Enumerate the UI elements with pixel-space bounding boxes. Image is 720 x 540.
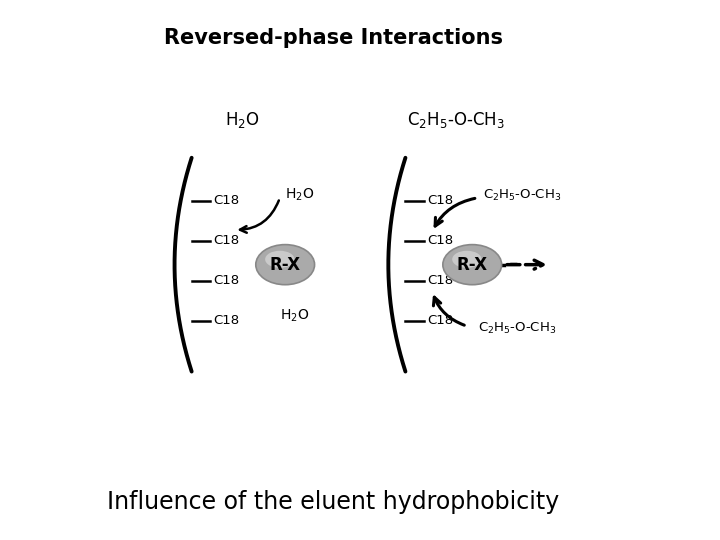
Text: C18: C18 xyxy=(427,314,453,327)
Ellipse shape xyxy=(256,245,315,285)
Text: R-X: R-X xyxy=(456,255,487,274)
Text: C18: C18 xyxy=(427,234,453,247)
Text: $\mathregular{C_2H_5}$-O-CH$\mathregular{_3}$: $\mathregular{C_2H_5}$-O-CH$\mathregular… xyxy=(407,110,505,130)
Text: C18: C18 xyxy=(213,274,239,287)
Text: $\mathregular{H_2O}$: $\mathregular{H_2O}$ xyxy=(285,187,315,204)
Text: $\mathregular{C_2H_5}$-O-CH$\mathregular{_3}$: $\mathregular{C_2H_5}$-O-CH$\mathregular… xyxy=(477,321,556,336)
Text: C18: C18 xyxy=(213,194,239,207)
Ellipse shape xyxy=(443,245,502,285)
Text: C18: C18 xyxy=(213,234,239,247)
Text: C18: C18 xyxy=(427,274,453,287)
Text: Influence of the eluent hydrophobicity: Influence of the eluent hydrophobicity xyxy=(107,490,559,515)
Text: C18: C18 xyxy=(213,314,239,327)
Ellipse shape xyxy=(452,251,482,268)
Text: $\mathregular{H_2O}$: $\mathregular{H_2O}$ xyxy=(280,307,309,323)
Text: C18: C18 xyxy=(427,194,453,207)
Text: $\mathregular{H_2O}$: $\mathregular{H_2O}$ xyxy=(225,110,260,130)
Text: $\mathregular{C_2H_5}$-O-CH$\mathregular{_3}$: $\mathregular{C_2H_5}$-O-CH$\mathregular… xyxy=(483,187,562,202)
Text: Reversed-phase Interactions: Reversed-phase Interactions xyxy=(163,28,503,48)
Ellipse shape xyxy=(265,251,294,268)
Text: –: – xyxy=(503,254,518,273)
Text: R-X: R-X xyxy=(269,255,301,274)
